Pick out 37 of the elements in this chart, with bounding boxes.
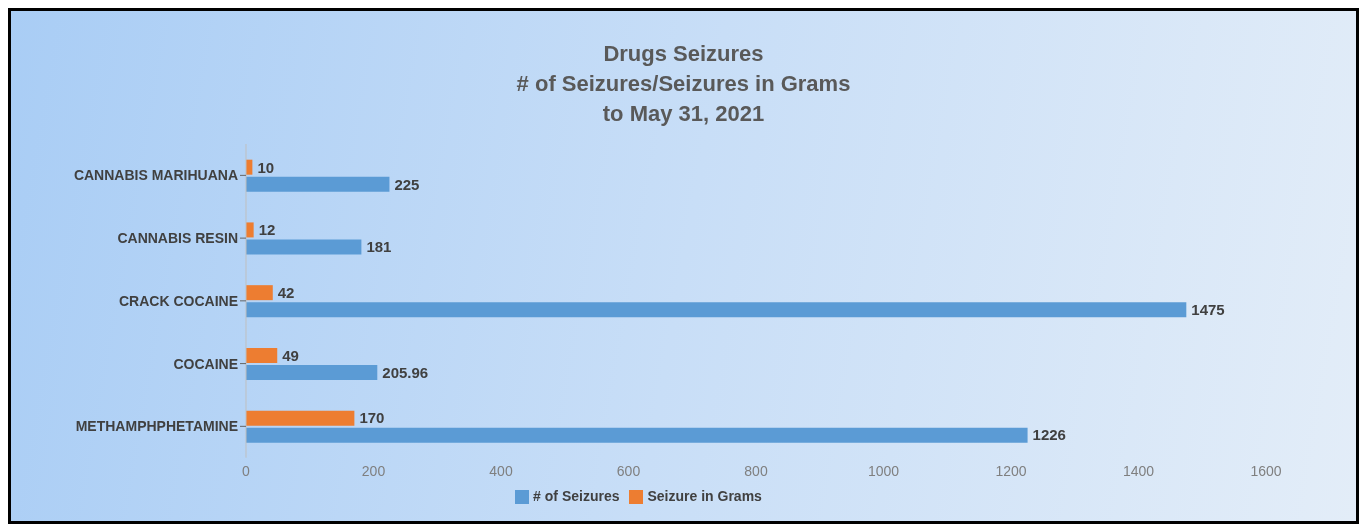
legend-label: Seizure in Grams bbox=[647, 487, 762, 504]
data-label: 1475 bbox=[1191, 300, 1225, 318]
y-tick-label: CANNABIS MARIHUANA bbox=[73, 167, 238, 184]
legend-label: # of Seizures bbox=[533, 487, 620, 504]
data-label: 225 bbox=[394, 175, 420, 193]
bar bbox=[246, 364, 378, 380]
x-tick-label: 0 bbox=[242, 462, 251, 479]
data-label: 49 bbox=[282, 346, 299, 364]
data-label: 10 bbox=[257, 158, 275, 176]
bar bbox=[246, 176, 390, 192]
chart-subtitle: # of Seizures/Seizures in Grams to May 31, 2021 bbox=[515, 70, 852, 128]
bar bbox=[246, 302, 1187, 318]
x-tick-label: 800 bbox=[744, 462, 768, 479]
x-tick-label: 1000 bbox=[867, 462, 900, 479]
x-tick-label: 600 bbox=[616, 462, 641, 479]
data-label: 12 bbox=[258, 221, 276, 239]
data-label: 170 bbox=[359, 409, 385, 427]
bar bbox=[246, 410, 355, 426]
data-label: 181 bbox=[366, 238, 392, 256]
x-tick-label: 200 bbox=[361, 462, 386, 479]
chart-title: Drugs Seizures bbox=[602, 40, 765, 68]
y-tick-label: CRACK COCAINE bbox=[119, 292, 238, 309]
x-tick-label: 1400 bbox=[1122, 462, 1155, 479]
bar bbox=[246, 427, 1028, 443]
data-label: 42 bbox=[277, 283, 295, 301]
bar bbox=[246, 347, 278, 363]
y-tick-label: COCAINE bbox=[173, 355, 238, 372]
x-tick-label: 1600 bbox=[1250, 462, 1282, 479]
y-tick-label: CANNABIS RESIN bbox=[117, 230, 238, 247]
data-label: 1226 bbox=[1032, 426, 1066, 444]
x-tick-label: 400 bbox=[489, 462, 513, 479]
data-label: 205.96 bbox=[382, 363, 429, 381]
y-tick-label: METHAMPHPHETAMINE bbox=[75, 418, 238, 435]
bar bbox=[246, 285, 273, 301]
bar bbox=[246, 239, 362, 255]
x-tick-label: 1200 bbox=[995, 462, 1027, 479]
bar bbox=[246, 222, 254, 238]
